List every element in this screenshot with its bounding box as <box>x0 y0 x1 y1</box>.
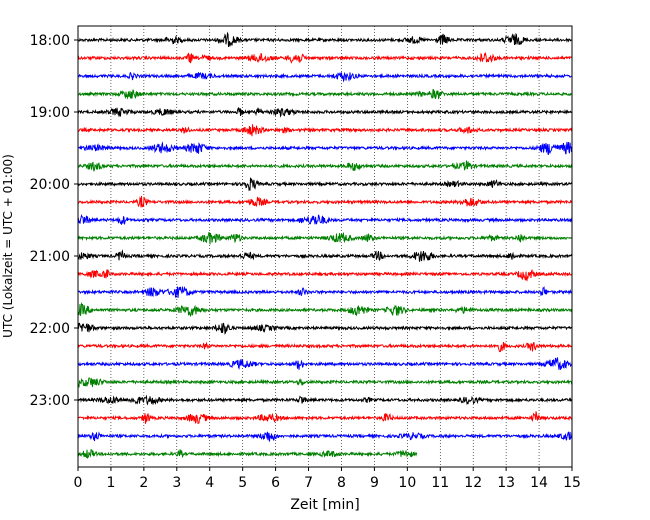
trace-line <box>77 302 573 318</box>
trace-line <box>77 71 573 83</box>
x-tick-label: 10 <box>398 475 416 491</box>
trace-line <box>77 377 573 388</box>
trace-line <box>77 357 573 370</box>
y-tick-label: 21:00 <box>30 249 70 265</box>
x-tick-label: 6 <box>271 475 280 491</box>
trace-line <box>77 106 573 118</box>
x-tick-label: 15 <box>563 475 581 491</box>
trace-line <box>77 411 573 425</box>
x-tick-label: 7 <box>304 475 313 491</box>
y-tick-label: 23:00 <box>30 393 70 409</box>
x-tick-label: 8 <box>337 475 346 491</box>
trace-line <box>77 213 573 225</box>
x-tick-label: 13 <box>497 475 515 491</box>
trace-line <box>77 249 573 262</box>
x-axis-ticks: 0 1 2 3 4 5 6 7 8 9 10 11 12 13 14 15 <box>74 467 581 491</box>
trace-line <box>77 51 573 64</box>
trace-line <box>77 286 573 298</box>
x-tick-label: 0 <box>74 475 83 491</box>
trace-line <box>77 177 573 192</box>
trace-line <box>77 89 573 100</box>
x-tick-label: 12 <box>464 475 482 491</box>
trace-line <box>77 268 573 282</box>
trace-line <box>77 431 573 442</box>
trace-line <box>77 322 573 335</box>
trace-line <box>77 231 573 245</box>
y-axis-label: UTC (Lokalzeit = UTC + 01:00) <box>1 154 15 338</box>
trace-line <box>77 31 573 48</box>
x-axis-label: Zeit [min] <box>290 497 359 513</box>
x-tick-label: 9 <box>370 475 379 491</box>
x-tick-label: 11 <box>431 475 449 491</box>
x-tick-label: 4 <box>205 475 214 491</box>
trace-line <box>77 341 573 353</box>
x-tick-label: 1 <box>106 475 115 491</box>
trace-line <box>77 160 573 172</box>
trace-line <box>77 124 573 137</box>
y-tick-label: 22:00 <box>30 321 70 337</box>
trace-line <box>77 195 573 208</box>
x-tick-label: 5 <box>238 475 247 491</box>
plot-area <box>78 26 572 467</box>
plot-frame <box>77 25 573 468</box>
x-tick-label: 3 <box>172 475 181 491</box>
y-tick-label: 18:00 <box>30 33 70 49</box>
y-tick-label: 20:00 <box>30 177 70 193</box>
trace-line <box>77 449 418 460</box>
y-axis-ticks: 18:00 19:00 20:00 21:00 22:00 23:00 <box>30 33 78 409</box>
x-tick-label: 2 <box>139 475 148 491</box>
trace-line <box>77 394 573 406</box>
seismic-traces <box>77 31 573 460</box>
y-tick-label: 19:00 <box>30 105 70 121</box>
trace-line <box>77 141 573 156</box>
x-tick-label: 14 <box>530 475 548 491</box>
